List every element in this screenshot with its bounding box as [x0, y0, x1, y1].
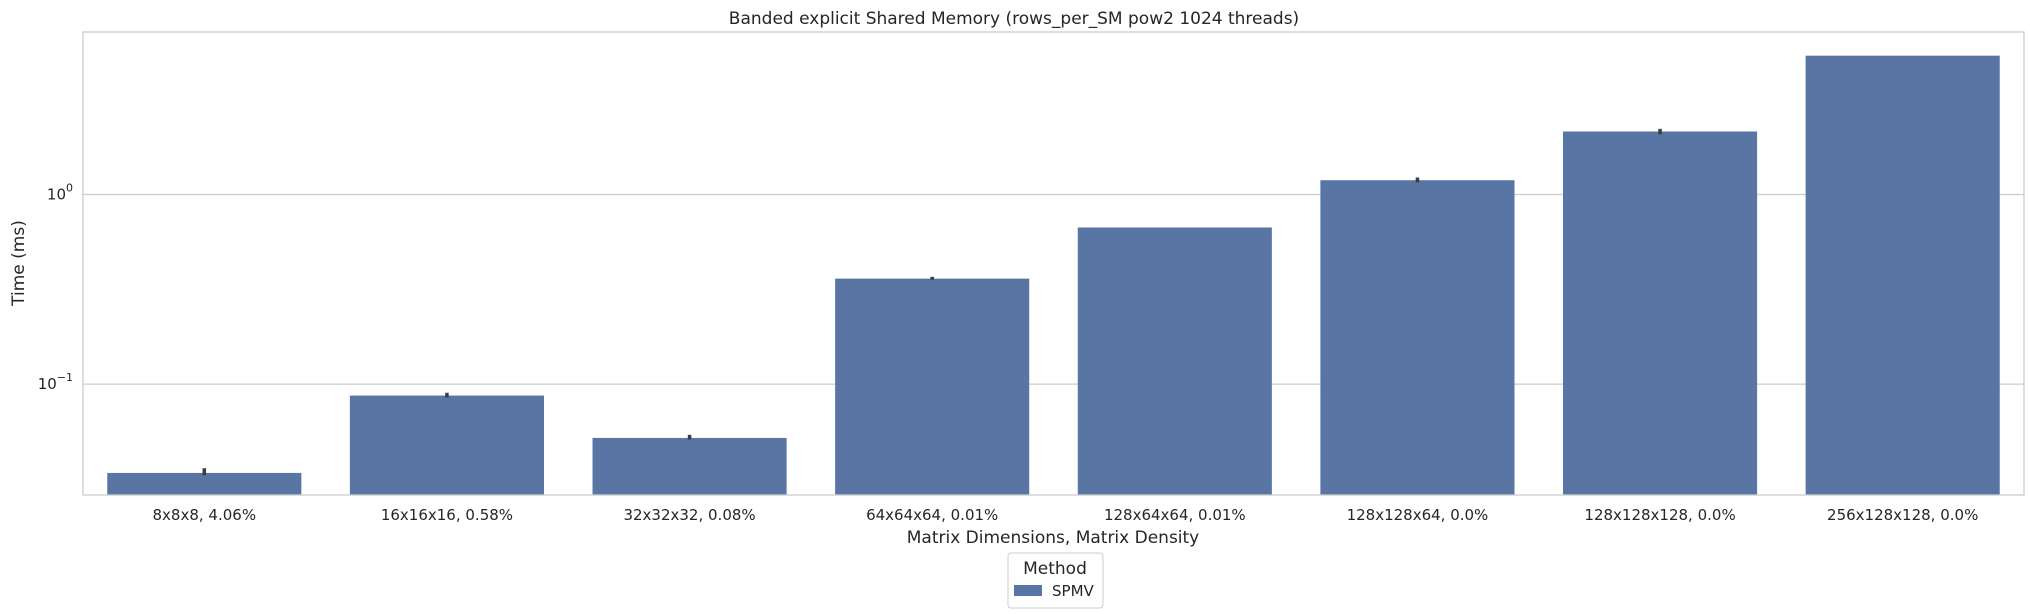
- bar: [1563, 131, 1758, 496]
- x-tick-label: 128x128x64, 0.0%: [1347, 506, 1489, 524]
- legend-label-spmv: SPMV: [1052, 582, 1095, 600]
- bar: [107, 472, 302, 495]
- x-tick-label: 256x128x128, 0.0%: [1827, 506, 1978, 524]
- x-tick-label: 128x64x64, 0.01%: [1104, 506, 1246, 524]
- x-tick-label: 16x16x16, 0.58%: [381, 506, 513, 524]
- bars: [107, 55, 2000, 496]
- bar: [592, 437, 787, 495]
- bar: [1077, 227, 1272, 496]
- legend: Method SPMV: [1007, 552, 1104, 609]
- y-tick-label: 100: [47, 182, 73, 204]
- y-tick-label: 10−1: [38, 371, 73, 393]
- x-tick-label: 128x128x128, 0.0%: [1584, 506, 1735, 524]
- error-bars: [202, 128, 1662, 476]
- y-tick-labels: 10−1 100: [38, 182, 73, 394]
- bar: [1805, 55, 2000, 495]
- legend-swatch-spmv: [1014, 585, 1042, 596]
- x-tick-label: 8x8x8, 4.06%: [153, 506, 257, 524]
- bar: [349, 395, 544, 495]
- legend-title: Method: [1023, 559, 1087, 579]
- x-axis-label: Matrix Dimensions, Matrix Density: [907, 528, 1200, 548]
- y-axis-label: Time (ms): [9, 220, 29, 307]
- x-tick-label: 64x64x64, 0.01%: [866, 506, 998, 524]
- bar: [1320, 180, 1515, 495]
- plot-frame: [82, 31, 2025, 496]
- bar: [835, 278, 1030, 495]
- x-tick-label: 32x32x32, 0.08%: [623, 506, 755, 524]
- chart-title: Banded explicit Shared Memory (rows_per_…: [729, 9, 1299, 29]
- x-tick-labels: 8x8x8, 4.06% 16x16x16, 0.58% 32x32x32, 0.0…: [153, 506, 1979, 524]
